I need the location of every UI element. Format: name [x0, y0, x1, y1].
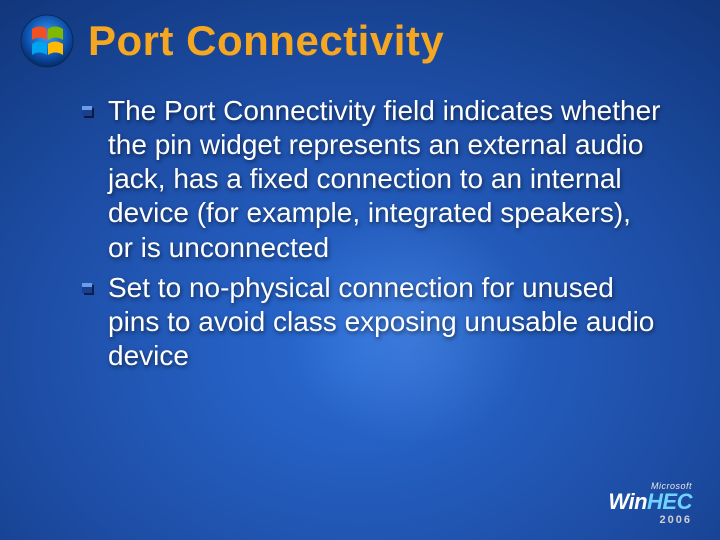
- slide-container: Port Connectivity The Port Connectivity …: [0, 0, 720, 540]
- year-label: 2006: [608, 515, 692, 526]
- slide-title: Port Connectivity: [88, 17, 444, 65]
- bullet-text: The Port Connectivity field indicates wh…: [108, 94, 668, 265]
- product-suffix: HEC: [647, 489, 692, 514]
- bullet-glyph-icon: [82, 283, 94, 295]
- slide-header: Port Connectivity: [20, 14, 680, 68]
- bullet-text: Set to no-physical connection for unused…: [108, 271, 668, 373]
- bullet-item: Set to no-physical connection for unused…: [82, 271, 680, 373]
- product-label: WinHEC: [608, 491, 692, 513]
- bullet-glyph-icon: [82, 106, 94, 118]
- bullet-item: The Port Connectivity field indicates wh…: [82, 94, 680, 265]
- product-prefix: Win: [608, 489, 647, 514]
- slide-body: The Port Connectivity field indicates wh…: [20, 94, 680, 373]
- footer-logo: Microsoft WinHEC 2006: [608, 482, 692, 526]
- windows-logo-icon: [20, 14, 74, 68]
